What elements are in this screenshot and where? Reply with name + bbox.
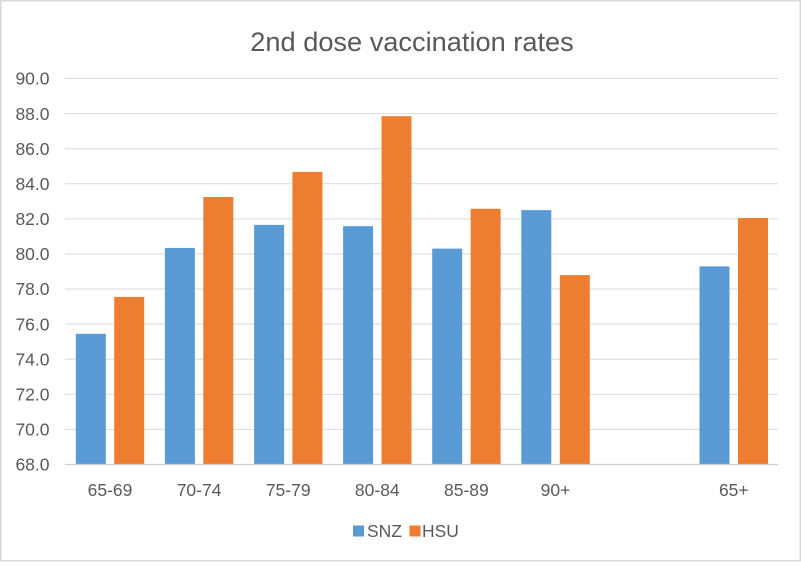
svg-text:2nd dose vaccination rates: 2nd dose vaccination rates (250, 26, 573, 57)
svg-text:68.0: 68.0 (15, 455, 49, 475)
svg-text:72.0: 72.0 (15, 385, 49, 405)
svg-text:80.0: 80.0 (15, 244, 49, 264)
svg-text:SNZ: SNZ (367, 521, 402, 541)
svg-text:76.0: 76.0 (15, 314, 49, 334)
svg-text:90+: 90+ (541, 480, 571, 500)
svg-text:70.0: 70.0 (15, 420, 49, 440)
svg-text:65-69: 65-69 (88, 480, 133, 500)
svg-text:84.0: 84.0 (15, 174, 49, 194)
svg-text:86.0: 86.0 (15, 139, 49, 159)
svg-text:74.0: 74.0 (15, 349, 49, 369)
svg-text:HSU: HSU (422, 521, 459, 541)
svg-text:90.0: 90.0 (15, 69, 49, 89)
svg-text:82.0: 82.0 (15, 209, 49, 229)
svg-text:78.0: 78.0 (15, 279, 49, 299)
svg-text:75-79: 75-79 (266, 480, 311, 500)
svg-text:80-84: 80-84 (355, 480, 400, 500)
svg-text:85-89: 85-89 (444, 480, 489, 500)
svg-text:88.0: 88.0 (15, 104, 49, 124)
svg-text:65+: 65+ (719, 480, 749, 500)
svg-text:70-74: 70-74 (177, 480, 222, 500)
